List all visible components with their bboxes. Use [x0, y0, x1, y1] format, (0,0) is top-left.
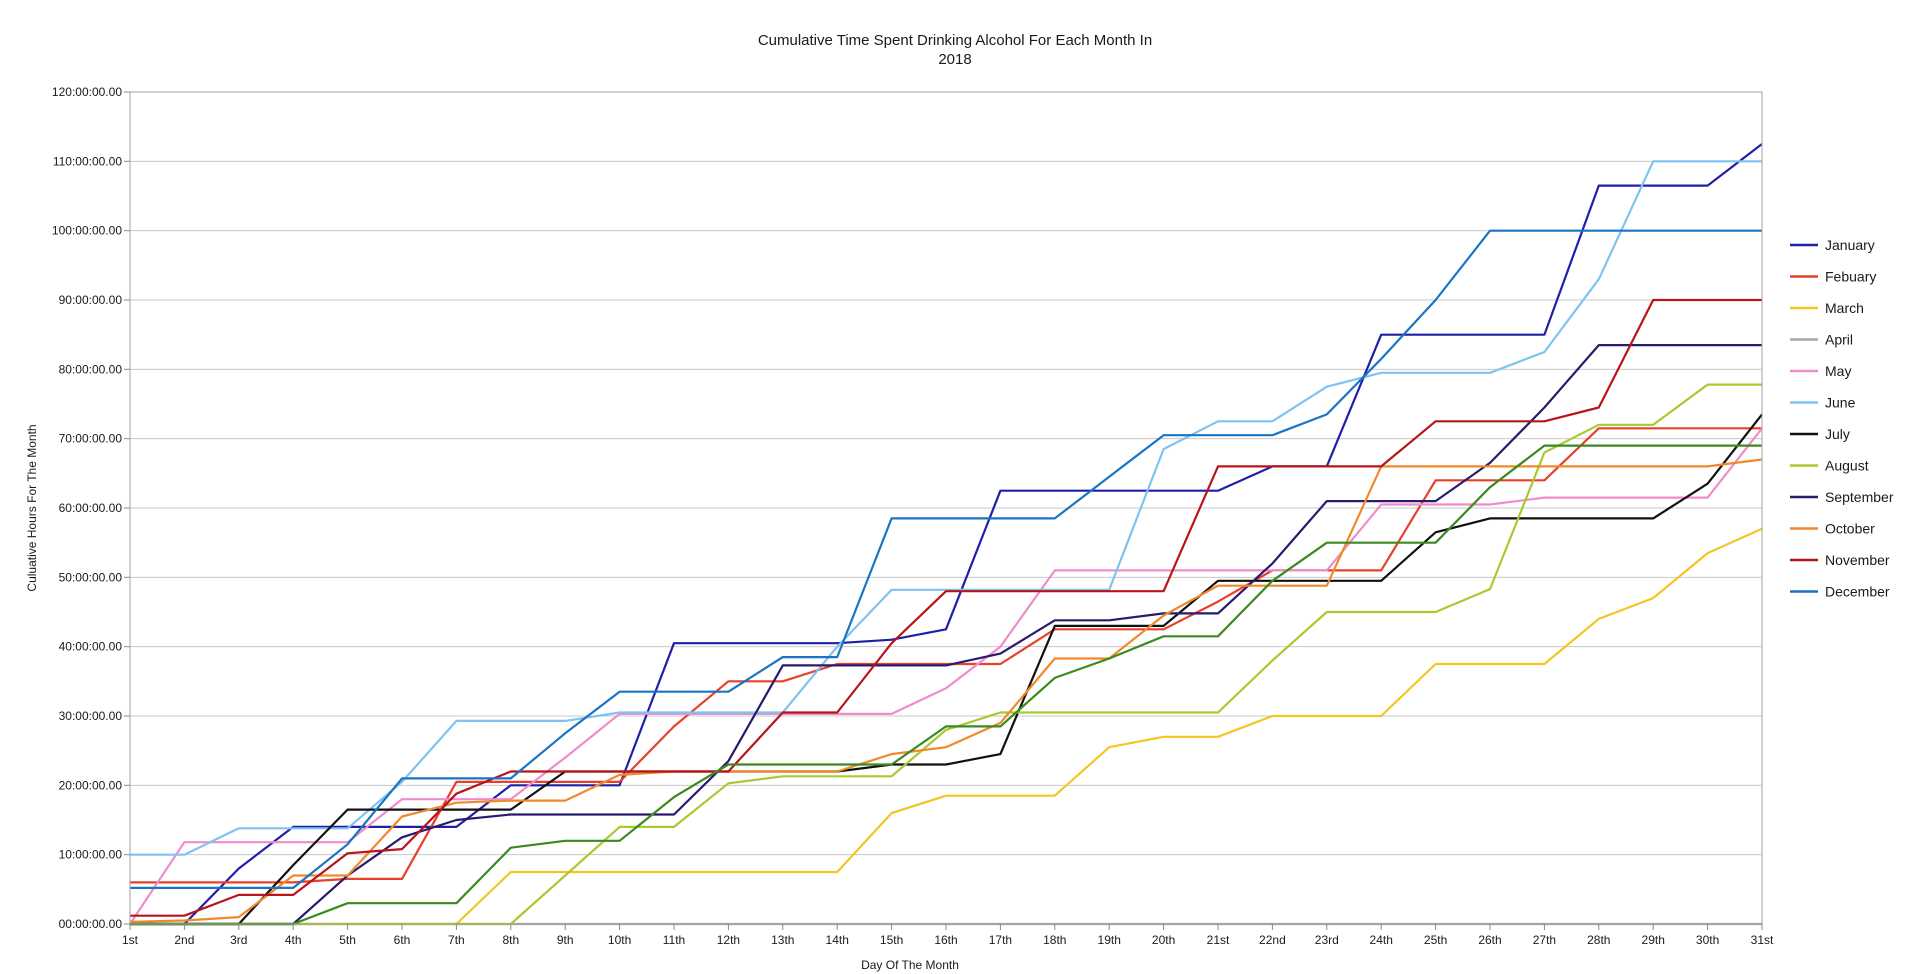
series-line-july [130, 413, 1763, 926]
axes: 00:00:00.00 10:00:00.00 20:00:00.00 30:00:0… [25, 85, 1774, 972]
x-tick-label: 19th [1098, 933, 1121, 947]
y-tick-label: 120:00:00.00 [52, 85, 122, 99]
chart-title-line: 2018 [938, 51, 971, 68]
x-tick-label: 24th [1370, 933, 1393, 947]
y-tick-label: 00:00:00.00 [59, 917, 123, 931]
x-tick-label: 29th [1642, 933, 1665, 947]
x-tick-label: 9th [557, 933, 574, 947]
y-tick-label: 40:00:00.00 [59, 640, 123, 654]
x-tick-label: 16th [934, 933, 957, 947]
x-tick-label: 13th [771, 933, 794, 947]
y-tick-label: 70:00:00.00 [59, 432, 123, 446]
y-axis-label: Culuative Hours For The Month [25, 424, 39, 591]
x-tick-label: 15th [880, 933, 903, 947]
y-tick-label: 60:00:00.00 [59, 501, 123, 515]
series-line-febuary [130, 427, 1762, 884]
x-tick-label: 14th [826, 933, 849, 947]
x-tick-label: 23rd [1315, 933, 1339, 947]
y-tick-label: 30:00:00.00 [59, 709, 123, 723]
gridlines [130, 91, 1762, 925]
series-line-november [130, 298, 1762, 917]
series-line-january [130, 143, 1763, 926]
series-lines [129, 143, 1763, 926]
y-tick-label: 90:00:00.00 [59, 293, 123, 307]
y-tick-label: 10:00:00.00 [59, 848, 123, 862]
chart-title: Cumulative Time Spent Drinking Alcohol F… [758, 32, 1152, 68]
x-tick-label: 25th [1424, 933, 1447, 947]
legend: January Febuary March April May June July Augus… [1790, 237, 1894, 600]
series-line-unlabeled [130, 444, 1762, 926]
legend-label-september: September [1825, 489, 1894, 505]
y-tick-label: 80:00:00.00 [59, 362, 123, 376]
legend-label-april: April [1825, 332, 1853, 348]
y-tick-label: 110:00:00.00 [53, 154, 123, 168]
y-tick-label: 100:00:00.00 [52, 224, 122, 238]
x-tick-label: 5th [339, 933, 356, 947]
series-line-june [130, 160, 1762, 856]
series-line-may [129, 427, 1763, 925]
x-tick-label: 30th [1696, 933, 1719, 947]
legend-label-june: June [1825, 395, 1856, 411]
x-tick-label: 22nd [1259, 933, 1286, 947]
x-tick-label: 21st [1207, 933, 1230, 947]
x-tick-label: 18th [1043, 933, 1066, 947]
legend-label-march: March [1825, 300, 1864, 316]
legend-label-july: July [1825, 426, 1850, 442]
y-tick-label: 20:00:00.00 [59, 778, 123, 792]
x-tick-label: 12th [717, 933, 740, 947]
x-tick-label: 1st [122, 933, 139, 947]
x-tick-label: 20th [1152, 933, 1175, 947]
legend-label-october: October [1825, 521, 1875, 537]
x-tick-label: 7th [448, 933, 465, 947]
series-line-october [129, 458, 1763, 923]
legend-label-august: August [1825, 458, 1869, 474]
x-tick-label: 11th [663, 933, 685, 947]
x-tick-label: 17th [989, 933, 1012, 947]
x-tick-label: 2nd [174, 933, 194, 947]
series-line-december [130, 229, 1762, 890]
x-tick-label: 4th [285, 933, 302, 947]
legend-label-febuary: Febuary [1825, 269, 1876, 285]
legend-label-january: January [1825, 237, 1875, 253]
x-tick-label: 8th [502, 933, 519, 947]
chart-title-line: Cumulative Time Spent Drinking Alcohol F… [758, 32, 1152, 49]
legend-label-may: May [1825, 363, 1851, 379]
legend-label-december: December [1825, 584, 1890, 600]
legend-label-november: November [1825, 552, 1890, 568]
x-tick-label: 6th [394, 933, 411, 947]
x-tick-label: 28th [1587, 933, 1610, 947]
x-tick-label: 31st [1751, 933, 1774, 947]
y-tick-label: 50:00:00.00 [59, 570, 123, 584]
x-tick-label: 26th [1478, 933, 1501, 947]
x-tick-label: 10th [608, 933, 631, 947]
series-line-september [130, 344, 1762, 926]
x-axis-label: Day Of The Month [861, 958, 959, 972]
x-tick-label: 27th [1533, 933, 1556, 947]
x-tick-label: 3rd [230, 933, 247, 947]
